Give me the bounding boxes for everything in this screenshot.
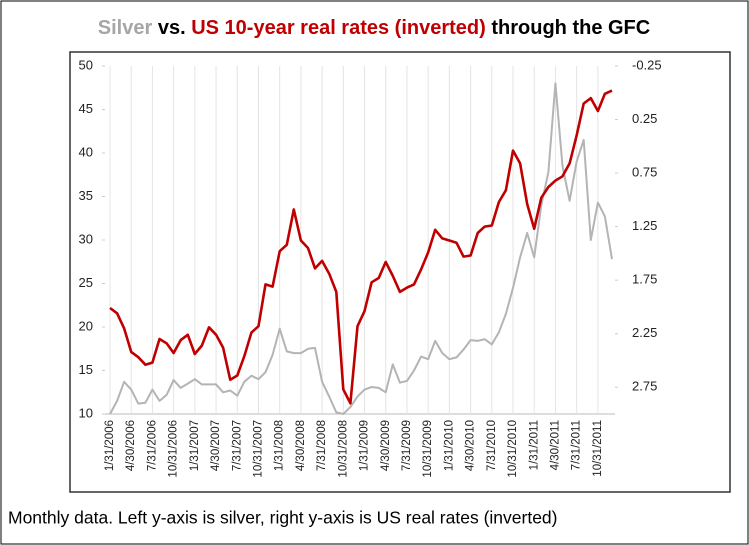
x-tick-label: 1/31/2007 bbox=[189, 420, 201, 471]
y-tick-label: 35 bbox=[79, 188, 93, 203]
x-tick-label: 4/30/2010 bbox=[465, 420, 477, 471]
x-tick-label: 7/31/2010 bbox=[486, 420, 498, 471]
x-tick-label: 4/30/2006 bbox=[125, 420, 137, 471]
x-tick-label: 7/31/2007 bbox=[231, 420, 243, 471]
y-tick-label: 50 bbox=[79, 57, 93, 72]
y-tick-label: 45 bbox=[79, 101, 93, 116]
x-tick-label: 10/31/2008 bbox=[337, 420, 349, 478]
x-tick-label: 1/31/2006 bbox=[104, 420, 116, 471]
chart-title: Silver vs. US 10-year real rates (invert… bbox=[98, 17, 650, 39]
x-tick-label: 4/30/2011 bbox=[549, 420, 561, 470]
x-tick-label: 7/31/2008 bbox=[316, 420, 328, 471]
y2-tick-label: 0.25 bbox=[632, 111, 657, 126]
y-tick-label: 10 bbox=[79, 405, 93, 420]
x-tick-label: 10/31/2009 bbox=[422, 420, 434, 478]
x-tick-label: 1/31/2009 bbox=[359, 420, 371, 471]
x-tick-label: 10/31/2010 bbox=[507, 420, 519, 478]
x-tick-label: 10/31/2007 bbox=[253, 420, 265, 478]
chart-border bbox=[69, 51, 731, 493]
y-tick-label: 15 bbox=[79, 362, 93, 377]
y2-tick-label: 2.75 bbox=[632, 379, 657, 394]
y-tick-label: 40 bbox=[79, 144, 93, 159]
y2-tick-label: 2.25 bbox=[632, 325, 657, 340]
x-tick-label: 1/31/2008 bbox=[274, 420, 286, 471]
y2-tick-label: 1.75 bbox=[632, 272, 657, 287]
x-tick-label: 7/31/2009 bbox=[401, 420, 413, 471]
series-line bbox=[109, 89, 613, 405]
y2-tick-label: 0.75 bbox=[632, 165, 657, 180]
x-tick-label: 10/31/2011 bbox=[592, 420, 604, 477]
x-tick-label: 7/31/2011 bbox=[571, 420, 583, 470]
title-part: through the GFC bbox=[491, 17, 650, 39]
title-part: Silver bbox=[98, 17, 153, 39]
x-tick-label: 7/31/2006 bbox=[146, 420, 158, 471]
y-tick-label: 20 bbox=[79, 318, 93, 333]
x-tick-label: 10/31/2006 bbox=[168, 420, 180, 478]
y-tick-label: 30 bbox=[79, 231, 93, 246]
x-tick-label: 4/30/2008 bbox=[295, 420, 307, 471]
caption: Monthly data. Left y-axis is silver, rig… bbox=[8, 508, 558, 528]
x-tick-label: 1/31/2010 bbox=[443, 420, 455, 471]
x-tick-label: 4/30/2007 bbox=[210, 420, 222, 471]
x-tick-label: 4/30/2009 bbox=[380, 420, 392, 471]
y2-tick-label: -0.25 bbox=[632, 57, 662, 72]
title-part: vs. bbox=[158, 17, 186, 39]
series-line bbox=[109, 82, 613, 415]
y-tick-label: 25 bbox=[79, 275, 93, 290]
y2-tick-label: 1.25 bbox=[632, 218, 657, 233]
title-part: US 10-year real rates (inverted) bbox=[191, 17, 486, 39]
x-tick-label: 1/31/2011 bbox=[528, 420, 540, 470]
